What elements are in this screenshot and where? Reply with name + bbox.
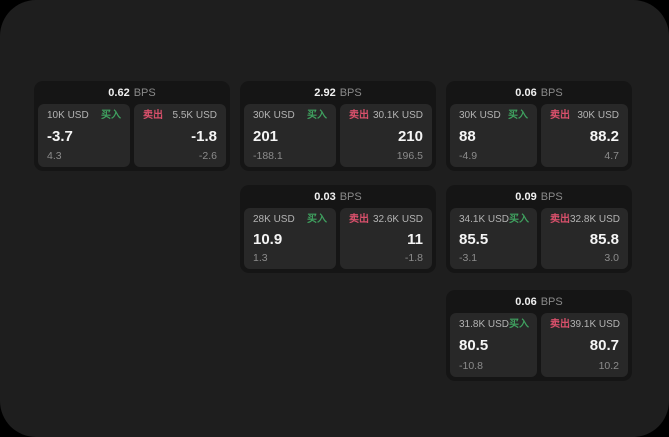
sell-change: 4.7 xyxy=(604,150,619,162)
sell-change: 196.5 xyxy=(396,150,423,162)
buy-change: -4.9 xyxy=(459,150,478,162)
sell-notional: 5.5K USD xyxy=(172,110,217,121)
quote-card: 0.03 BPS 28K USD 买入 10.9 1.3 卖出 32.6K US… xyxy=(240,185,436,273)
buy-badge: 买入 xyxy=(508,110,528,121)
quote-card: 0.62 BPS 10K USD 买入 -3.7 4.3 卖出 5.5K USD… xyxy=(34,81,230,171)
sell-badge: 卖出 xyxy=(550,319,570,330)
bps-header: 0.03 BPS xyxy=(240,185,436,206)
bps-unit-label: BPS xyxy=(540,296,563,308)
sell-price: 80.7 xyxy=(589,337,619,354)
quote-panels: 30K USD 买入 201 -188.1 卖出 30.1K USD 210 1… xyxy=(240,102,436,171)
sell-notional: 30K USD xyxy=(577,110,619,121)
buy-panel[interactable]: 34.1K USD 买入 85.5 -3.1 xyxy=(450,208,537,269)
buy-price: 80.5 xyxy=(459,337,489,354)
bps-unit-label: BPS xyxy=(540,87,563,99)
buy-badge: 买入 xyxy=(307,110,327,121)
sell-panel[interactable]: 卖出 30K USD 88.2 4.7 xyxy=(541,104,628,167)
sell-badge: 卖出 xyxy=(349,110,369,121)
quote-card: 0.06 BPS 31.8K USD 买入 80.5 -10.8 卖出 39.1… xyxy=(446,290,632,381)
bps-header: 0.09 BPS xyxy=(446,185,632,206)
buy-notional: 30K USD xyxy=(253,110,295,121)
sell-notional: 32.8K USD xyxy=(570,214,621,225)
bps-value: 0.03 xyxy=(314,191,336,203)
buy-notional: 28K USD xyxy=(253,214,295,225)
buy-change: 4.3 xyxy=(47,150,62,162)
bps-unit-label: BPS xyxy=(339,191,362,203)
sell-change: 10.2 xyxy=(598,360,619,372)
buy-badge: 买入 xyxy=(509,214,530,225)
bps-header: 0.06 BPS xyxy=(446,81,632,102)
sell-notional: 30.1K USD xyxy=(372,110,423,121)
buy-panel[interactable]: 10K USD 买入 -3.7 4.3 xyxy=(38,104,130,167)
buy-change: -188.1 xyxy=(253,150,283,162)
buy-change: -3.1 xyxy=(459,252,478,264)
buy-price: 88 xyxy=(459,127,476,145)
buy-price: -3.7 xyxy=(47,127,73,145)
bps-value: 0.06 xyxy=(515,296,537,308)
bps-value: 2.92 xyxy=(314,87,336,99)
buy-change: 1.3 xyxy=(253,252,268,264)
bps-value: 0.06 xyxy=(515,87,537,99)
buy-notional: 31.8K USD xyxy=(459,319,510,330)
buy-badge: 买入 xyxy=(101,110,121,121)
sell-change: 3.0 xyxy=(604,252,619,264)
sell-badge: 卖出 xyxy=(143,110,163,121)
buy-panel[interactable]: 30K USD 买入 88 -4.9 xyxy=(450,104,537,167)
quote-card: 2.92 BPS 30K USD 买入 201 -188.1 卖出 30.1K … xyxy=(240,81,436,171)
quote-panels: 10K USD 买入 -3.7 4.3 卖出 5.5K USD -1.8 -2.… xyxy=(34,102,230,171)
sell-price: 11 xyxy=(407,230,423,248)
buy-price: 201 xyxy=(253,127,279,145)
bps-unit-label: BPS xyxy=(339,87,362,99)
bps-header: 0.06 BPS xyxy=(446,290,632,311)
buy-panel[interactable]: 28K USD 买入 10.9 1.3 xyxy=(244,208,336,269)
bps-unit-label: BPS xyxy=(133,87,156,99)
quote-panels: 31.8K USD 买入 80.5 -10.8 卖出 39.1K USD 80.… xyxy=(446,311,632,381)
sell-badge: 卖出 xyxy=(349,214,369,225)
bps-value: 0.62 xyxy=(108,87,130,99)
sell-change: -2.6 xyxy=(198,150,217,162)
buy-badge: 买入 xyxy=(509,319,530,330)
sell-panel[interactable]: 卖出 32.6K USD 11 -1.8 xyxy=(340,208,432,269)
sell-panel[interactable]: 卖出 39.1K USD 80.7 10.2 xyxy=(541,313,628,377)
buy-change: -10.8 xyxy=(459,360,483,372)
buy-notional: 34.1K USD xyxy=(459,214,510,225)
sell-price: 210 xyxy=(397,127,423,145)
quote-panels: 34.1K USD 买入 85.5 -3.1 卖出 32.8K USD 85.8… xyxy=(446,206,632,273)
bps-header: 2.92 BPS xyxy=(240,81,436,102)
sell-notional: 32.6K USD xyxy=(372,214,423,225)
sell-price: 88.2 xyxy=(589,127,619,145)
buy-panel[interactable]: 30K USD 买入 201 -188.1 xyxy=(244,104,336,167)
buy-notional: 30K USD xyxy=(459,110,501,121)
buy-panel[interactable]: 31.8K USD 买入 80.5 -10.8 xyxy=(450,313,537,377)
quote-panels: 28K USD 买入 10.9 1.3 卖出 32.6K USD 11 -1.8 xyxy=(240,206,436,273)
sell-panel[interactable]: 卖出 32.8K USD 85.8 3.0 xyxy=(541,208,628,269)
buy-price: 85.5 xyxy=(459,230,489,248)
quote-panels: 30K USD 买入 88 -4.9 卖出 30K USD 88.2 4.7 xyxy=(446,102,632,171)
sell-panel[interactable]: 卖出 5.5K USD -1.8 -2.6 xyxy=(134,104,226,167)
bps-header: 0.62 BPS xyxy=(34,81,230,102)
bps-unit-label: BPS xyxy=(540,191,563,203)
buy-notional: 10K USD xyxy=(47,110,89,121)
buy-price: 10.9 xyxy=(253,230,283,248)
sell-badge: 卖出 xyxy=(550,110,570,121)
bps-value: 0.09 xyxy=(515,191,537,203)
buy-badge: 买入 xyxy=(307,214,327,225)
sell-price: -1.8 xyxy=(191,127,217,145)
sell-change: -1.8 xyxy=(404,252,423,264)
sell-badge: 卖出 xyxy=(550,214,570,225)
sell-price: 85.8 xyxy=(589,230,619,248)
quote-card: 0.09 BPS 34.1K USD 买入 85.5 -3.1 卖出 32.8K… xyxy=(446,185,632,273)
sell-notional: 39.1K USD xyxy=(570,319,621,330)
quote-card: 0.06 BPS 30K USD 买入 88 -4.9 卖出 30K USD 8… xyxy=(446,81,632,171)
sell-panel[interactable]: 卖出 30.1K USD 210 196.5 xyxy=(340,104,432,167)
